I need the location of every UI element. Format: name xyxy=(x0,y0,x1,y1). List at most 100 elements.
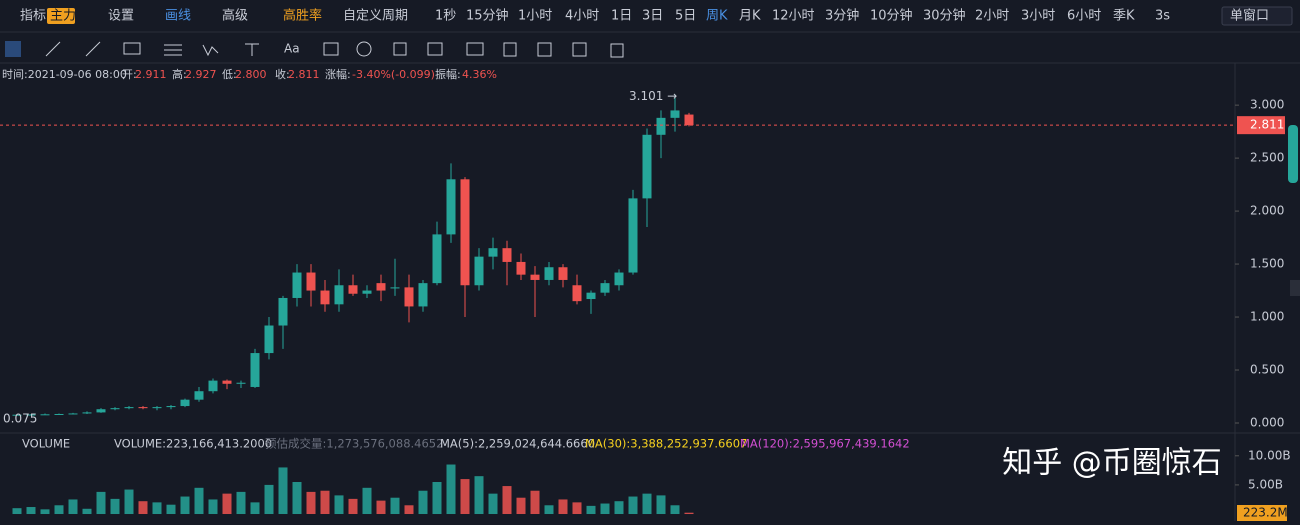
volume-bar xyxy=(250,502,260,515)
candle-body xyxy=(96,409,106,413)
volume-header-item: MA(120):2,595,967,439.1642 xyxy=(740,437,910,451)
toolbar-item[interactable]: 单窗口 xyxy=(1230,8,1269,24)
toolbar-item[interactable]: 5日 xyxy=(675,9,696,24)
tool[interactable] xyxy=(466,42,484,56)
volume-bar xyxy=(12,508,22,515)
volume-bar xyxy=(40,509,50,515)
toolbar-item[interactable]: 2小时 xyxy=(975,9,1009,24)
volume-bar xyxy=(138,501,148,515)
window-select[interactable] xyxy=(1221,6,1293,26)
candle-body xyxy=(376,283,386,291)
toolbar-item[interactable]: 季K xyxy=(1113,9,1135,24)
toolbar-item[interactable]: 12小时 xyxy=(772,9,815,24)
rect-tool[interactable] xyxy=(123,42,141,55)
volume-bar xyxy=(600,503,610,515)
candle-body xyxy=(684,114,694,126)
candle-body xyxy=(334,285,344,305)
candle-body xyxy=(530,274,540,280)
last-price-tag xyxy=(1237,116,1285,135)
watermark: 知乎 @币圈惊石 xyxy=(1002,446,1222,481)
volume-bar xyxy=(320,490,330,515)
last-volume-tag xyxy=(1237,505,1287,521)
toolbar-item[interactable]: 1日 xyxy=(611,9,632,24)
volume-bar xyxy=(334,495,344,515)
toolbar-item[interactable]: 设置 xyxy=(108,9,134,24)
volume-bar xyxy=(628,496,638,515)
volume-bar xyxy=(110,498,120,515)
side-handle[interactable] xyxy=(1290,280,1300,296)
tool[interactable] xyxy=(323,42,339,56)
volume-bar xyxy=(222,493,232,515)
toolbar-item[interactable]: 主力 xyxy=(50,9,76,24)
tool[interactable] xyxy=(356,41,372,57)
candle-body xyxy=(26,414,36,416)
toolbar-item[interactable]: 30分钟 xyxy=(923,8,966,24)
toolbar-item[interactable]: 自定义周期 xyxy=(343,9,408,24)
candle-body xyxy=(320,290,330,305)
toolbar-item[interactable]: 月K xyxy=(739,9,761,24)
toolbar-item[interactable]: 10分钟 xyxy=(870,8,913,24)
volume-bar xyxy=(642,493,652,515)
toolbar-item[interactable]: 高级 xyxy=(222,8,248,24)
toolbar-item[interactable]: 指标 xyxy=(20,9,46,24)
toolbar-item[interactable]: 3日 xyxy=(642,9,663,24)
candle-body xyxy=(166,406,176,408)
y-tick-label: 1.500 xyxy=(1250,257,1284,271)
tool[interactable] xyxy=(427,42,443,56)
volume-bar xyxy=(558,499,568,515)
volume-bar xyxy=(446,464,456,515)
y-tick-label: 1.000 xyxy=(1250,310,1284,324)
candle-body xyxy=(418,283,428,307)
candle-body xyxy=(40,414,50,416)
tag-bg xyxy=(47,8,75,24)
toolbar-item[interactable]: 6小时 xyxy=(1067,9,1101,24)
candle-body xyxy=(558,267,568,280)
candle-body xyxy=(180,399,190,407)
volume-bar xyxy=(418,490,428,515)
info-item: 收: xyxy=(275,67,290,81)
toolbar-item[interactable]: 1小时 xyxy=(518,9,552,24)
tool-icons[interactable] xyxy=(5,41,624,58)
candle-body xyxy=(138,407,148,409)
toolbar-item[interactable]: 3小时 xyxy=(1021,9,1055,24)
volume-bar xyxy=(264,484,274,515)
candle-body xyxy=(488,248,498,257)
cursor-tool[interactable] xyxy=(5,41,21,57)
low-label: 0.075 xyxy=(3,412,37,426)
tool[interactable] xyxy=(572,42,587,57)
candle-body xyxy=(110,408,120,410)
toolbar-item[interactable]: 3分钟 xyxy=(825,8,859,24)
toolbar-item[interactable]: 4小时 xyxy=(565,9,599,24)
font-tool[interactable]: Aa xyxy=(284,42,300,56)
tool[interactable] xyxy=(393,42,407,56)
wave-tool[interactable] xyxy=(202,44,219,57)
last-volume-label: 223.2M xyxy=(1243,506,1288,520)
info-item: 2.811 xyxy=(288,68,320,81)
toolbar-item[interactable]: 3s xyxy=(1155,9,1170,24)
info-item: 2.800 xyxy=(235,68,267,81)
volume-bar xyxy=(670,505,680,515)
volume-bar xyxy=(194,487,204,515)
channel-tool[interactable] xyxy=(85,41,101,57)
tool[interactable] xyxy=(503,42,517,57)
candle-body xyxy=(12,414,22,416)
volume-bar xyxy=(614,501,624,515)
candle-body xyxy=(348,285,358,294)
volume-bar xyxy=(516,497,526,515)
tool[interactable] xyxy=(610,43,624,58)
volume-bar xyxy=(586,505,596,515)
volume-header-item: VOLUME xyxy=(22,437,70,451)
toolbar-item[interactable]: 1秒 xyxy=(435,9,456,24)
info-item: 低: xyxy=(222,68,237,81)
toolbar-item[interactable]: 画线 xyxy=(165,9,191,24)
toolbar-item[interactable]: 周K xyxy=(706,9,728,24)
toolbar-item[interactable]: 15分钟 xyxy=(466,8,509,24)
tool[interactable] xyxy=(537,42,552,57)
volume-bar xyxy=(656,495,666,515)
line-tool[interactable] xyxy=(45,41,61,57)
info-item: 振幅: xyxy=(435,67,461,81)
volume-bar xyxy=(362,487,372,515)
toolbar-item[interactable]: 高胜率 xyxy=(283,8,322,24)
candle-body xyxy=(264,325,274,354)
